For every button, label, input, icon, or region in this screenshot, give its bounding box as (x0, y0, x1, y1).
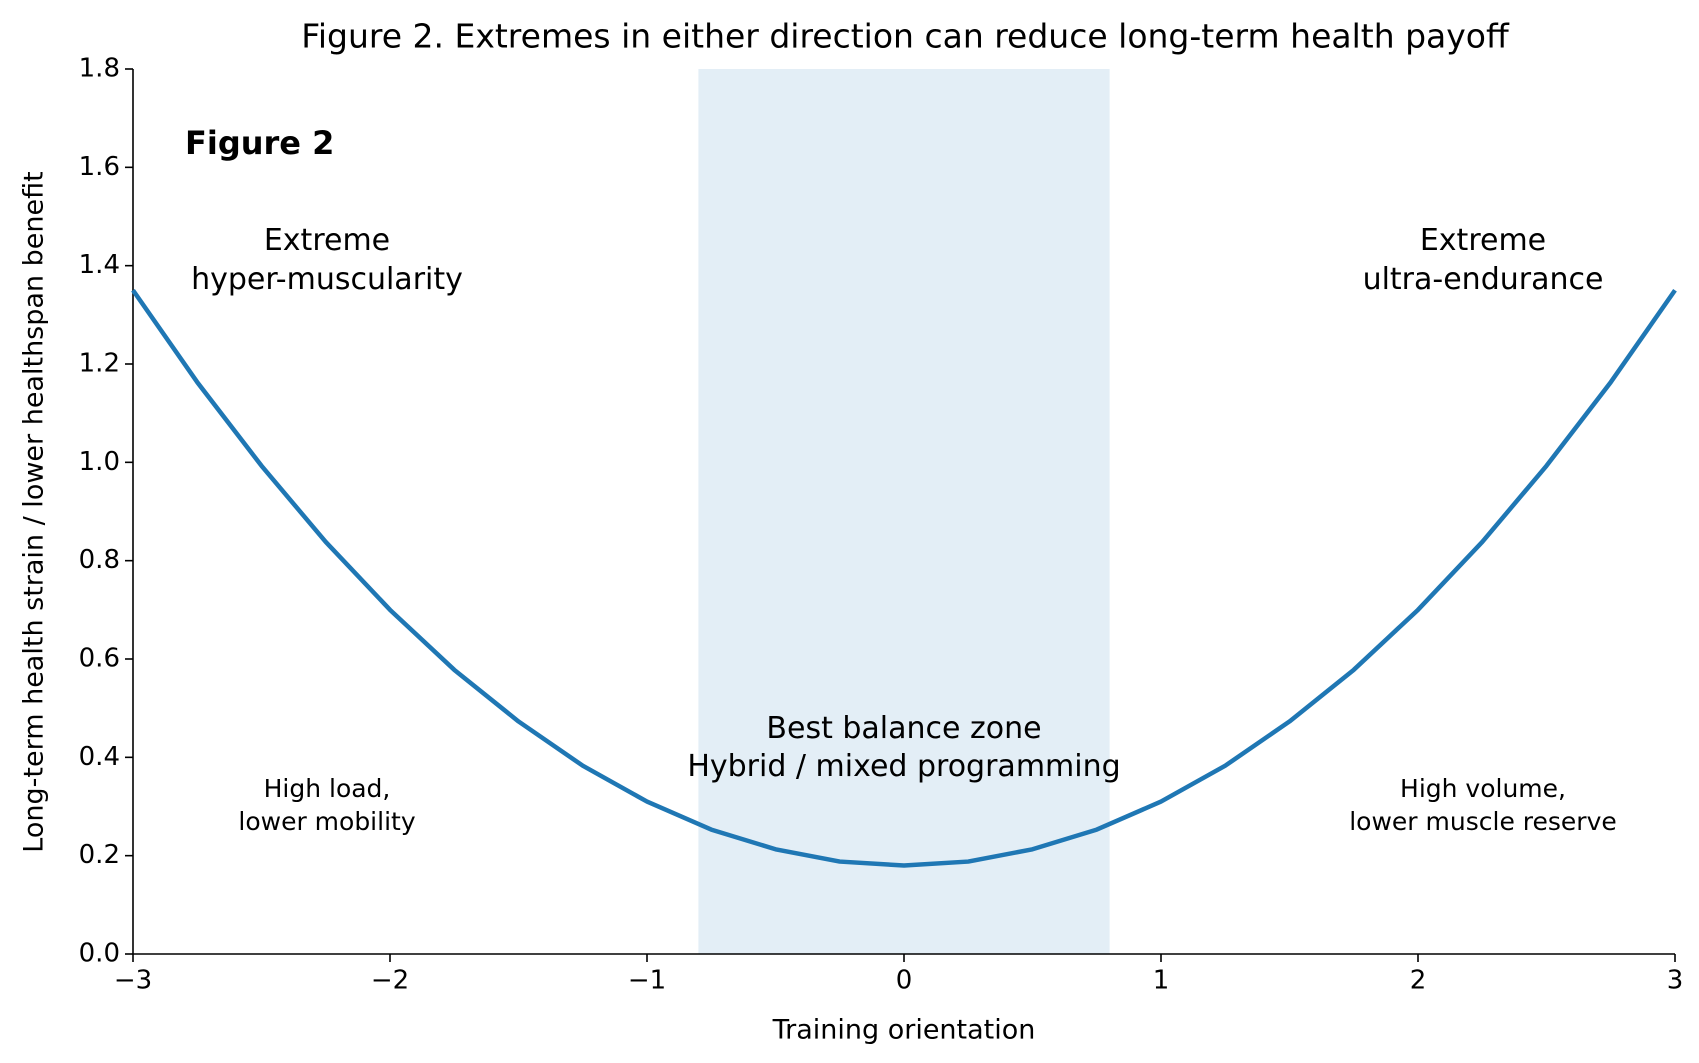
x-tick-label: 1 (1153, 966, 1170, 996)
y-axis-label: Long-term health strain / lower healthsp… (19, 171, 50, 852)
y-tick-label: 1.8 (79, 54, 120, 84)
y-tick-label: 0.0 (79, 939, 120, 969)
y-tick-label: 0.4 (79, 742, 120, 772)
x-tick-label: −1 (628, 966, 666, 996)
annotation: High volume, lower muscle reserve (1349, 774, 1617, 836)
x-tick-label: −2 (371, 966, 409, 996)
chart-title: Figure 2. Extremes in either direction c… (301, 17, 1510, 56)
y-tick-label: 0.2 (79, 840, 120, 870)
y-tick-label: 1.0 (79, 447, 120, 477)
y-tick-label: 1.2 (79, 349, 120, 379)
annotation: Figure 2 (185, 124, 334, 162)
y-tick-label: 1.4 (79, 250, 120, 280)
annotation: Extreme hyper-muscularity (191, 223, 463, 297)
x-tick-label: 3 (1667, 966, 1684, 996)
annotation: Extreme ultra-endurance (1363, 223, 1604, 297)
x-tick-label: 0 (896, 966, 913, 996)
annotation: High load, lower mobility (238, 774, 415, 836)
x-axis-label: Training orientation (772, 1015, 1036, 1046)
annotation: Best balance zone Hybrid / mixed programm… (687, 711, 1120, 784)
x-tick-label: −3 (114, 966, 152, 996)
y-tick-label: 0.8 (79, 545, 120, 575)
y-tick-label: 0.6 (79, 644, 120, 674)
shaded-region (698, 69, 1110, 954)
y-tick-label: 1.6 (79, 152, 120, 182)
line-series (131, 288, 1677, 868)
x-tick-label: 2 (1410, 966, 1427, 996)
